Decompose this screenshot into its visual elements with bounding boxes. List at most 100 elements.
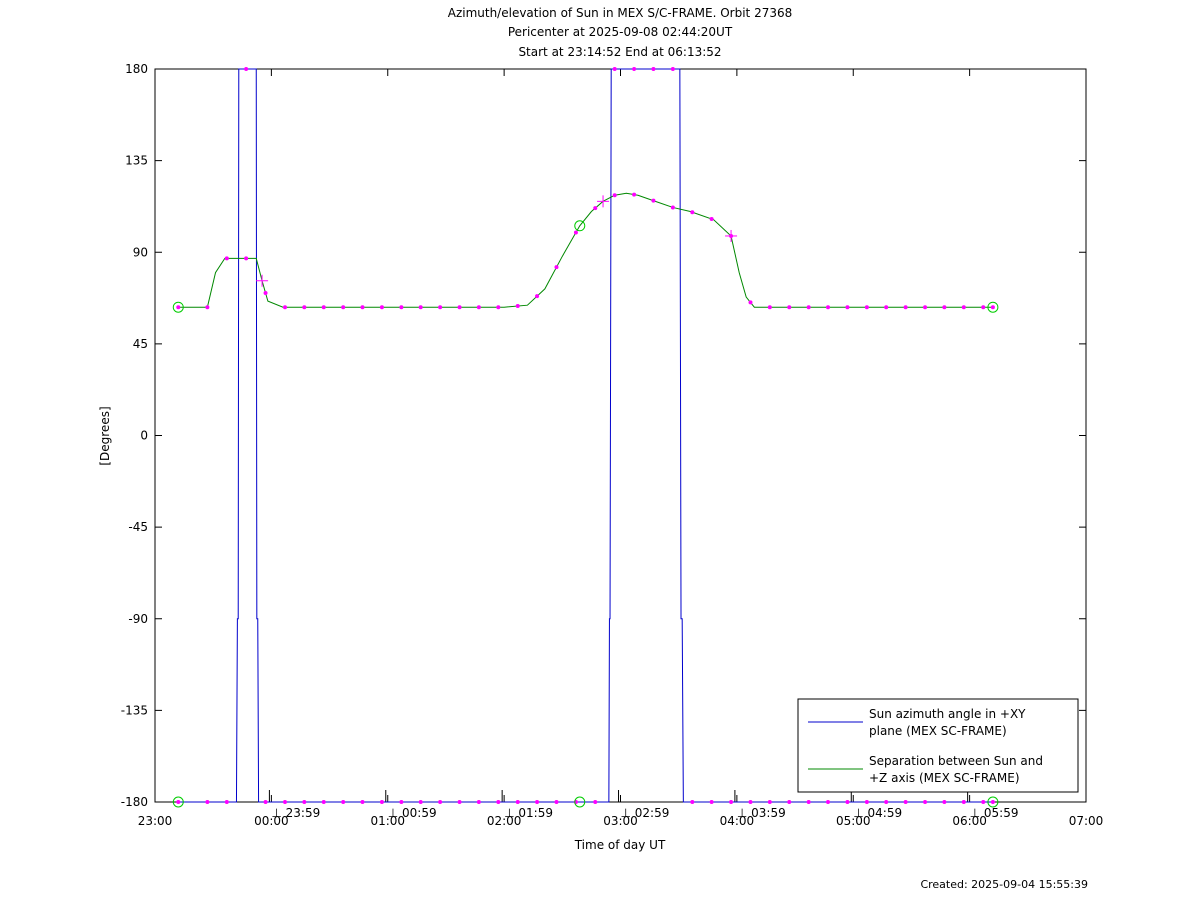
- series-0-marker-30: [767, 800, 772, 804]
- series-0-marker-24: [651, 67, 656, 71]
- series-1-marker-22: [612, 193, 617, 198]
- chart-title: Azimuth/elevation of Sun in MEX S/C-FRAM…: [448, 6, 793, 59]
- event-label-2: ⊥ 01:59: [504, 806, 553, 820]
- y-tick-label-4: 0: [140, 429, 148, 443]
- series-1-marker-4: [263, 290, 268, 295]
- series-1-marker-32: [806, 305, 811, 310]
- series-1-marker-34: [845, 305, 850, 310]
- x-tick-label-8: 07:00: [1069, 814, 1104, 828]
- title-line-3: Start at 23:14:52 End at 06:13:52: [518, 45, 721, 59]
- series-0-marker-2: [224, 800, 229, 804]
- series-1-marker-37: [903, 305, 908, 310]
- series-1-marker-30: [767, 305, 772, 310]
- series-1-marker-13: [438, 305, 443, 310]
- series-0-marker-23: [632, 67, 637, 71]
- series-0-marker-36: [884, 800, 889, 804]
- x-tick-label-2: 01:00: [370, 814, 405, 828]
- series-1-marker-42: [990, 305, 995, 310]
- series-0-marker-1: [205, 800, 210, 804]
- separation-circle-marker-2: [987, 301, 999, 313]
- x-tick-label-0: 23:00: [138, 814, 173, 828]
- x-tick-label-6: 05:00: [836, 814, 871, 828]
- series-1-marker-23: [632, 192, 637, 197]
- series-0-marker-12: [418, 800, 423, 804]
- y-axis-label: [Degrees]: [98, 406, 112, 465]
- series-0-marker-31: [787, 800, 792, 804]
- azimuth-circle-marker-1: [574, 796, 586, 808]
- series-0-marker-4: [263, 800, 268, 804]
- series-0-marker-41: [981, 800, 986, 804]
- x-tick-label-5: 04:00: [720, 814, 755, 828]
- series-0-marker-22: [612, 67, 617, 71]
- azimuth-circle-marker-2: [987, 796, 999, 808]
- x-tick-label-4: 03:00: [603, 814, 638, 828]
- series-0-marker-33: [825, 800, 830, 804]
- series-0-marker-28: [729, 800, 734, 804]
- series-0-marker-18: [535, 800, 540, 804]
- x-axis-label: Time of day UT: [574, 838, 666, 852]
- y-tick-label-1: 135: [125, 154, 148, 168]
- series-0-marker-13: [438, 800, 443, 804]
- series-0-marker-19: [554, 800, 559, 804]
- series-1-marker-9: [360, 305, 365, 310]
- series-1-marker-35: [864, 305, 869, 310]
- series-1-marker-36: [884, 305, 889, 310]
- series-0-marker-25: [670, 67, 675, 71]
- series-1-marker-39: [942, 305, 947, 310]
- series-1-marker-19: [554, 265, 559, 270]
- legend-label-0-line2: plane (MEX SC-FRAME): [869, 724, 1007, 738]
- series-0-marker-6: [302, 800, 307, 804]
- y-tick-label-8: -180: [121, 795, 148, 809]
- series-1-marker-20: [573, 230, 578, 235]
- x-tick-label-1: 00:00: [254, 814, 289, 828]
- separation-circle-marker-1: [574, 220, 586, 232]
- series-1-marker-10: [379, 305, 384, 310]
- series-1-marker-14: [457, 305, 462, 310]
- series-0-marker-21: [593, 800, 598, 804]
- y-tick-label-6: -90: [128, 612, 148, 626]
- y-tick-label-2: 90: [133, 245, 148, 259]
- series-1-marker-0: [176, 305, 181, 310]
- series-line-1: [178, 192, 993, 308]
- y-tick-label-3: 45: [133, 337, 148, 351]
- x-tick-label-3: 02:00: [487, 814, 522, 828]
- y-tick-label-7: -135: [121, 703, 148, 717]
- series-1-marker-1: [205, 305, 210, 310]
- legend-label-1-line1: Separation between Sun and: [869, 754, 1043, 768]
- series-1-marker-16: [496, 305, 501, 310]
- x-tick-label-7: 06:00: [952, 814, 987, 828]
- series-1-marker-33: [825, 305, 830, 310]
- series-line-0: [178, 68, 993, 803]
- series-1-marker-15: [476, 305, 481, 310]
- title-line-2: Pericenter at 2025-09-08 02:44:20UT: [508, 25, 733, 39]
- series-0-marker-34: [845, 800, 850, 804]
- series-1-marker-8: [341, 305, 346, 310]
- series-1-marker-21: [593, 206, 598, 211]
- series-0-marker-37: [903, 800, 908, 804]
- series-1-marker-18: [535, 294, 540, 299]
- y-tick-label-5: -45: [128, 520, 148, 534]
- series-0-marker-7: [321, 800, 326, 804]
- legend-label-1-line2: +Z axis (MEX SC-FRAME): [869, 771, 1020, 785]
- series-0-marker-3: [244, 67, 249, 71]
- series-0-marker-35: [864, 800, 869, 804]
- event-label-6: ⊥ 05:59: [970, 806, 1019, 820]
- series-0-marker-15: [476, 800, 481, 804]
- series-0-marker-16: [496, 800, 501, 804]
- series-1-marker-29: [748, 300, 753, 305]
- event-label-4: ⊥ 03:59: [737, 806, 786, 820]
- series-1-marker-12: [418, 305, 423, 310]
- series-1-marker-24: [651, 198, 656, 203]
- series-0-marker-0: [176, 800, 181, 804]
- series-0-marker-10: [379, 800, 384, 804]
- series-0-marker-5: [282, 800, 287, 804]
- series-1-marker-11: [399, 305, 404, 310]
- series-0-marker-40: [961, 800, 966, 804]
- series-0-marker-32: [806, 800, 811, 804]
- series-1-marker-7: [321, 305, 326, 310]
- series-1-marker-38: [923, 305, 928, 310]
- series-1-marker-3: [244, 256, 249, 261]
- plot-frame: [154, 68, 1087, 803]
- series-0-marker-38: [923, 800, 928, 804]
- series-1-marker-17: [515, 304, 520, 309]
